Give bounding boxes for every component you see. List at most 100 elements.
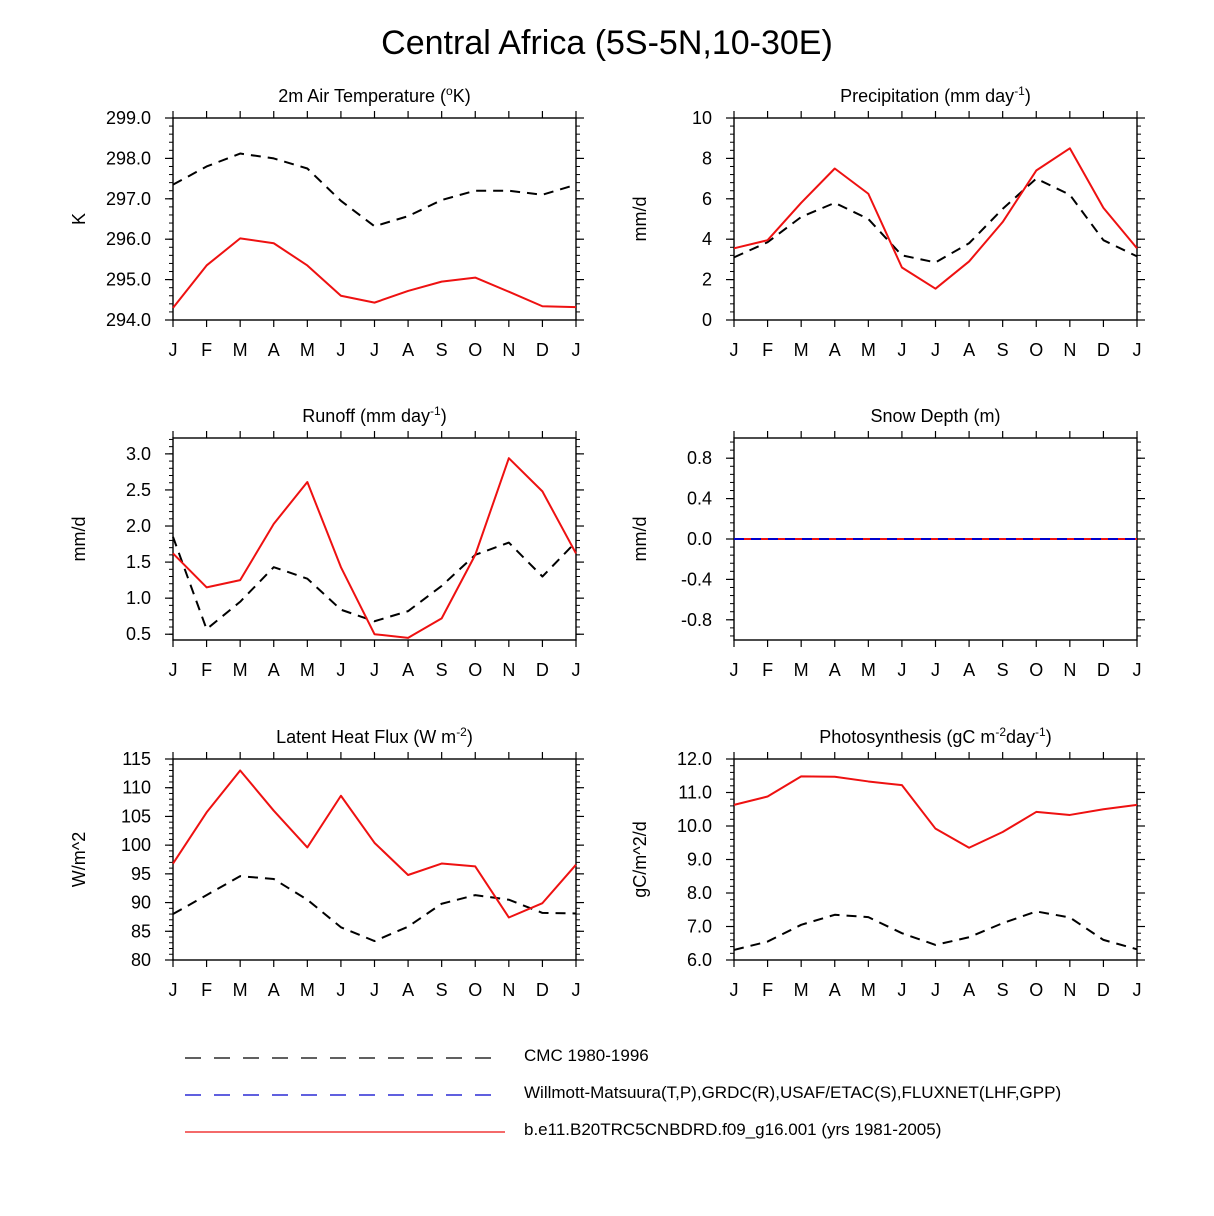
panel-title: Runoff (mm day-1) — [302, 404, 446, 426]
x-tick-label: D — [1097, 660, 1110, 680]
y-tick-label: 0 — [702, 310, 712, 330]
x-tick-label: M — [794, 980, 809, 1000]
y-axis-label: mm/d — [630, 197, 650, 242]
series-line-model — [172, 769, 577, 919]
x-tick-label: O — [1029, 660, 1043, 680]
x-tick-label: M — [233, 660, 248, 680]
y-tick-label: 9.0 — [687, 850, 712, 870]
x-tick-label: J — [1133, 340, 1142, 360]
x-tick-label: N — [1063, 340, 1076, 360]
x-tick-label: O — [1029, 340, 1043, 360]
x-tick-label: M — [233, 980, 248, 1000]
x-tick-label: D — [1097, 340, 1110, 360]
x-tick-label: M — [861, 660, 876, 680]
x-tick-label: N — [1063, 980, 1076, 1000]
series-line-obs — [172, 536, 577, 631]
y-axis-label: W/m^2 — [69, 832, 89, 887]
x-tick-label: A — [402, 340, 414, 360]
x-tick-label: D — [536, 340, 549, 360]
series-line-obs — [733, 177, 1138, 264]
y-axis-label: mm/d — [630, 517, 650, 562]
y-tick-label: 298.0 — [106, 148, 151, 168]
x-tick-label: J — [370, 660, 379, 680]
y-tick-label: 4 — [702, 229, 712, 249]
x-tick-label: F — [201, 660, 212, 680]
x-tick-label: J — [336, 340, 345, 360]
series-line-obs — [172, 152, 577, 228]
x-tick-label: O — [468, 340, 482, 360]
x-tick-label: S — [436, 340, 448, 360]
x-tick-label: M — [300, 340, 315, 360]
x-tick-label: F — [201, 340, 212, 360]
y-tick-label: 2.5 — [126, 480, 151, 500]
y-tick-label: 115 — [122, 749, 151, 769]
x-tick-label: O — [468, 660, 482, 680]
x-tick-label: A — [402, 980, 414, 1000]
x-tick-label: J — [1133, 980, 1142, 1000]
y-tick-label: 100 — [121, 835, 151, 855]
x-tick-label: J — [931, 340, 940, 360]
legend-label-cmc: CMC 1980-1996 — [524, 1046, 649, 1065]
x-tick-label: A — [963, 980, 975, 1000]
x-tick-label: A — [829, 340, 841, 360]
x-tick-label: A — [963, 660, 975, 680]
y-tick-label: 10 — [692, 108, 712, 128]
x-tick-label: A — [268, 340, 280, 360]
x-tick-label: N — [502, 340, 515, 360]
x-tick-label: J — [169, 340, 178, 360]
chart-panel-5: Photosynthesis (gC m-2day-1)gC/m^2/dJ F M A… — [630, 725, 1145, 1000]
x-tick-label: A — [268, 660, 280, 680]
panel-title: 2m Air Temperature (oK) — [278, 84, 470, 106]
y-tick-label: 297.0 — [106, 189, 151, 209]
x-tick-label: F — [201, 980, 212, 1000]
series-line-model — [172, 237, 577, 309]
y-tick-label: 2.0 — [126, 516, 151, 536]
series-line-model — [733, 147, 1138, 290]
x-tick-label: D — [1097, 980, 1110, 1000]
x-tick-label: N — [1063, 660, 1076, 680]
chart-panel-1: Precipitation (mm day-1)mm/dJ F M A M J J A S O N D… — [630, 84, 1145, 360]
x-tick-label: M — [861, 980, 876, 1000]
x-tick-label: J — [336, 980, 345, 1000]
chart-panel-3: Snow Depth (m)mm/dJ F M A M J J A S O N D J-0.8-0.40… — [630, 406, 1145, 680]
y-tick-label: 1.0 — [126, 588, 151, 608]
x-tick-label: S — [997, 660, 1009, 680]
y-tick-label: 0.5 — [126, 624, 151, 644]
x-tick-label: F — [762, 660, 773, 680]
y-tick-label: 85 — [131, 921, 151, 941]
y-tick-label: 8 — [702, 148, 712, 168]
page-title: Central Africa (5S-5N,10-30E) — [381, 24, 833, 62]
x-tick-label: J — [730, 980, 739, 1000]
y-tick-label: 0.8 — [687, 448, 712, 468]
x-tick-label: N — [502, 980, 515, 1000]
x-tick-label: M — [794, 340, 809, 360]
legend-label-willmott: Willmott-Matsuura(T,P),GRDC(R),USAF/ETAC… — [524, 1083, 1062, 1102]
y-tick-label: 296.0 — [106, 229, 151, 249]
x-tick-label: D — [536, 980, 549, 1000]
plot-frame — [172, 437, 577, 641]
panel-title: Photosynthesis (gC m-2day-1) — [819, 725, 1051, 747]
x-tick-label: S — [436, 660, 448, 680]
plot-frame — [172, 117, 577, 321]
x-tick-label: S — [997, 340, 1009, 360]
x-tick-label: J — [931, 980, 940, 1000]
x-tick-label: M — [300, 660, 315, 680]
x-tick-label: O — [468, 980, 482, 1000]
x-tick-label: J — [169, 980, 178, 1000]
y-tick-label: 7.0 — [687, 917, 712, 937]
x-tick-label: J — [572, 660, 581, 680]
x-tick-label: A — [402, 660, 414, 680]
y-tick-label: 0.4 — [687, 489, 712, 509]
x-tick-label: J — [897, 340, 906, 360]
y-tick-label: 12.0 — [677, 749, 712, 769]
x-tick-label: J — [169, 660, 178, 680]
x-tick-label: M — [794, 660, 809, 680]
x-tick-label: J — [572, 340, 581, 360]
y-tick-label: -0.4 — [681, 569, 712, 589]
y-tick-label: 3.0 — [126, 444, 151, 464]
x-tick-label: N — [502, 660, 515, 680]
series-line-obs — [172, 875, 577, 943]
y-tick-label: -0.8 — [681, 610, 712, 630]
x-tick-label: J — [730, 660, 739, 680]
x-tick-label: J — [336, 660, 345, 680]
